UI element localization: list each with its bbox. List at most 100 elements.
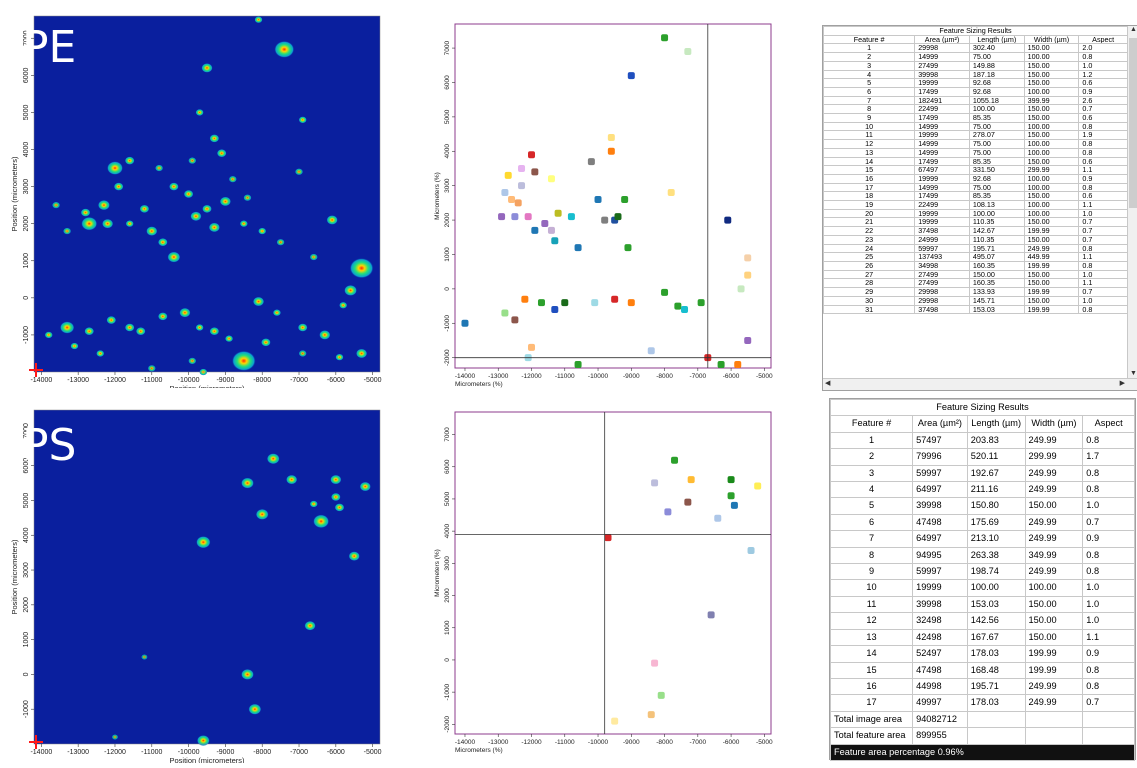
table-row[interactable]: 20 19999 100.00 100.00 1.0 bbox=[823, 208, 1128, 219]
x-axis-label: Micrometers (%) bbox=[455, 381, 503, 388]
table-row[interactable]: 14 52497 178.03 199.99 0.9 bbox=[829, 645, 1135, 663]
column-header[interactable]: Aspect bbox=[1078, 34, 1128, 45]
feature-point bbox=[611, 295, 619, 303]
table-row[interactable]: 10 14999 75.00 100.00 0.8 bbox=[823, 121, 1128, 132]
table-row[interactable]: 25 137493 495.07 449.99 1.1 bbox=[823, 252, 1128, 262]
scrollbar-thumb[interactable] bbox=[1129, 38, 1137, 208]
table-row[interactable]: 31 37498 153.03 199.99 0.8 bbox=[823, 304, 1128, 315]
table-cell: 495.07 bbox=[968, 252, 1025, 262]
table-row[interactable]: 26 34998 160.35 199.99 0.8 bbox=[823, 261, 1128, 271]
table-row[interactable]: 6 17499 92.68 100.00 0.9 bbox=[823, 86, 1128, 97]
table-row[interactable]: 4 39998 187.18 150.00 1.2 bbox=[823, 69, 1128, 80]
table-row[interactable]: 2 14999 75.00 100.00 0.8 bbox=[823, 52, 1128, 62]
table-row[interactable]: 17 49997 178.03 249.99 0.7 bbox=[829, 694, 1135, 712]
table-row[interactable]: 13 14999 75.00 100.00 0.8 bbox=[823, 147, 1128, 158]
y-tick-label: 5000 bbox=[23, 493, 30, 509]
table-row[interactable]: 13 42498 167.67 150.00 1.1 bbox=[829, 628, 1135, 647]
table-row[interactable]: 22 37498 142.67 199.99 0.7 bbox=[823, 226, 1128, 236]
table-row[interactable]: 3 59997 192.67 249.99 0.8 bbox=[829, 464, 1135, 483]
table-row[interactable]: 27 27499 150.00 150.00 1.0 bbox=[823, 269, 1128, 280]
column-header[interactable]: Width (µm) bbox=[1023, 34, 1080, 45]
table-row[interactable]: 18 17499 85.35 150.00 0.6 bbox=[823, 191, 1128, 202]
feature-point bbox=[541, 220, 549, 228]
table-cell: 153.03 bbox=[966, 595, 1026, 614]
table-row[interactable]: 8 22499 100.00 150.00 0.7 bbox=[823, 104, 1128, 115]
table-row[interactable]: 5 39998 150.80 150.00 1.0 bbox=[829, 497, 1135, 515]
horizontal-scrollbar[interactable]: ◀ ▶ bbox=[823, 378, 1137, 390]
table-row[interactable]: 1 57497 203.83 249.99 0.8 bbox=[829, 431, 1135, 450]
percentage-value: 0.96% bbox=[935, 746, 964, 757]
scroll-left-icon[interactable]: ◀ bbox=[825, 380, 831, 387]
vertical-scrollbar[interactable]: ▲ ▼ bbox=[1127, 26, 1137, 378]
feature-point bbox=[627, 72, 635, 80]
column-header[interactable]: Area (µm²) bbox=[912, 415, 968, 433]
table-row[interactable]: 8 94995 263.38 349.99 0.8 bbox=[829, 546, 1135, 565]
table-cell: 30 bbox=[823, 295, 916, 306]
x-tick-label: -12000 bbox=[104, 377, 126, 384]
table-cell: 100.00 bbox=[1023, 200, 1080, 210]
table-row[interactable]: 12 14999 75.00 100.00 0.8 bbox=[823, 139, 1128, 149]
table-cell: 79996 bbox=[912, 448, 968, 466]
scroll-up-icon[interactable]: ▲ bbox=[1130, 26, 1137, 33]
column-header[interactable]: Length (µm) bbox=[966, 415, 1026, 433]
table-cell: 47498 bbox=[912, 661, 968, 679]
table-row[interactable]: 21 19999 110.35 150.00 0.7 bbox=[823, 217, 1128, 228]
table-row[interactable]: 2 79996 520.11 299.99 1.7 bbox=[829, 448, 1135, 466]
empty-cell bbox=[1024, 727, 1084, 745]
table-row[interactable]: 11 19999 278.07 150.00 1.9 bbox=[823, 130, 1128, 141]
column-header[interactable]: Feature # bbox=[823, 34, 916, 45]
feature-point bbox=[607, 147, 615, 155]
table-cell: 11 bbox=[829, 595, 914, 614]
table-row[interactable]: 5 19999 92.68 150.00 0.6 bbox=[823, 78, 1128, 88]
scatter-pe: -14000 -13000 -12000 -11000 -10000 -9000 -8000… bbox=[425, 20, 775, 392]
table-row[interactable]: 28 27499 160.35 150.00 1.1 bbox=[823, 278, 1128, 289]
y-axis-label: Position (micrometers) bbox=[10, 539, 19, 615]
table-row[interactable]: 17 14999 75.00 100.00 0.8 bbox=[823, 182, 1128, 193]
table-cell: 187.18 bbox=[968, 69, 1025, 80]
table-row[interactable]: 30 29998 145.71 150.00 1.0 bbox=[823, 295, 1128, 306]
table-row[interactable]: 16 19999 92.68 100.00 0.9 bbox=[823, 173, 1128, 184]
table-row[interactable]: 15 47498 168.48 199.99 0.8 bbox=[829, 661, 1135, 679]
column-header[interactable]: Aspect bbox=[1082, 415, 1135, 433]
table-row[interactable]: 24 59997 195.71 249.99 0.8 bbox=[823, 243, 1128, 254]
table-row[interactable]: 16 44998 195.71 249.99 0.8 bbox=[829, 677, 1135, 696]
scroll-down-icon[interactable]: ▼ bbox=[1130, 370, 1137, 377]
table-row[interactable]: 29 29998 133.93 199.99 0.7 bbox=[823, 287, 1128, 297]
table-row[interactable]: 4 64997 211.16 249.99 0.8 bbox=[829, 481, 1135, 499]
table-row[interactable]: 10 19999 100.00 100.00 1.0 bbox=[829, 579, 1135, 597]
table-row[interactable]: 9 17499 85.35 150.00 0.6 bbox=[823, 113, 1128, 123]
table-row[interactable]: 7 182491 1055.18 399.99 2.6 bbox=[823, 95, 1128, 106]
table-row[interactable]: 12 32498 142.56 150.00 1.0 bbox=[829, 612, 1135, 630]
feature-point bbox=[651, 479, 659, 487]
y-tick-label: 5000 bbox=[444, 109, 451, 124]
table-cell: 249.99 bbox=[1024, 481, 1084, 499]
column-header[interactable]: Area (µm²) bbox=[914, 34, 970, 45]
table-cell: 0.8 bbox=[1078, 261, 1128, 271]
table-row[interactable]: 3 27499 149.88 150.00 1.0 bbox=[823, 60, 1128, 71]
table-cell: 8 bbox=[829, 546, 914, 565]
feature-table-pe[interactable]: Feature Sizing Results Feature # Area (µm… bbox=[822, 25, 1137, 391]
y-tick-label: -1000 bbox=[23, 326, 30, 344]
table-row[interactable]: 23 24999 110.35 150.00 0.7 bbox=[823, 234, 1128, 245]
table-row[interactable]: 14 17499 85.35 150.00 0.6 bbox=[823, 156, 1128, 167]
column-header[interactable]: Feature # bbox=[829, 415, 914, 433]
table-row[interactable]: 1 29998 302.40 150.00 2.0 bbox=[823, 43, 1128, 54]
column-header[interactable]: Length (µm) bbox=[968, 34, 1025, 45]
x-tick-label: -12000 bbox=[521, 373, 542, 380]
column-header[interactable]: Width (µm) bbox=[1024, 415, 1084, 433]
table-row[interactable]: 15 67497 331.50 299.99 1.1 bbox=[823, 165, 1128, 175]
table-cell: 0.7 bbox=[1078, 287, 1128, 297]
table-cell: 9 bbox=[823, 113, 916, 123]
table-cell: 5 bbox=[829, 497, 914, 515]
table-row[interactable]: 7 64997 213.10 249.99 0.9 bbox=[829, 530, 1135, 548]
table-row[interactable]: 19 22499 108.13 100.00 1.1 bbox=[823, 200, 1128, 210]
table-cell: 198.74 bbox=[966, 563, 1026, 581]
scroll-right-icon[interactable]: ▶ bbox=[1119, 380, 1125, 387]
table-row[interactable]: 9 59997 198.74 249.99 0.8 bbox=[829, 563, 1135, 581]
x-tick-label: -9000 bbox=[623, 739, 640, 746]
feature-table-ps[interactable]: Feature Sizing Results Feature # Area (µm… bbox=[829, 398, 1136, 761]
table-row[interactable]: 6 47498 175.69 249.99 0.7 bbox=[829, 513, 1135, 532]
summary-row: Total image area 94082712 bbox=[829, 710, 1135, 729]
y-tick-label: 3000 bbox=[444, 178, 451, 193]
table-row[interactable]: 11 39998 153.03 150.00 1.0 bbox=[829, 595, 1135, 614]
